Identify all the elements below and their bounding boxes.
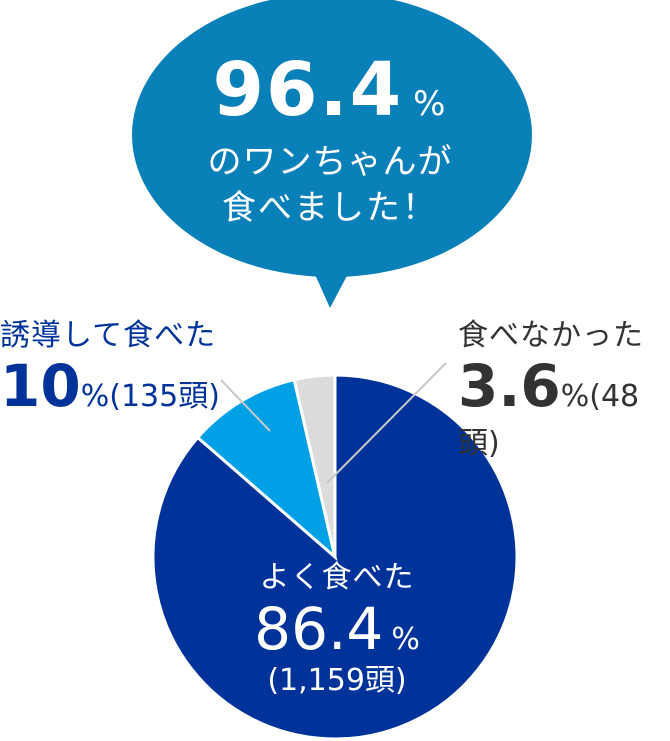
callout-line-1: のワンちゃんが (207, 142, 453, 182)
callout-line-2: 食べました！ (222, 188, 438, 228)
label-induced-title: 誘導して食べた (0, 318, 217, 353)
label-not-ate-unit: % (560, 379, 590, 414)
label-ate-well-title: よく食べた (259, 560, 415, 595)
leader-line-induced (220, 379, 271, 432)
label-induced-value: 10 (0, 352, 81, 420)
label-ate-well: よく食べた 86.4% (1,159頭) (222, 560, 452, 700)
slice-not-ate (292, 373, 337, 558)
label-ate-well-unit: % (391, 622, 420, 657)
label-not-ate-value: 3.6 (458, 352, 561, 420)
label-induced-count: (135頭) (109, 379, 220, 414)
label-induced-unit: % (80, 379, 110, 414)
label-not-ate-title: 食べなかった (458, 318, 644, 353)
callout-unit: % (413, 84, 448, 124)
label-not-ate-count: (48頭) (458, 379, 640, 461)
callout-value: 96.4 (212, 47, 404, 133)
label-ate-well-value: 86.4 (254, 595, 384, 663)
label-induced: 誘導して食べた 10%(135頭) (0, 318, 220, 418)
label-not-ate: 食べなかった 3.6%(48頭) (458, 318, 670, 462)
label-ate-well-count: (1,159頭) (267, 663, 407, 698)
callout-percentage: 96.4% (130, 50, 530, 144)
leader-line-not-ate (326, 362, 447, 484)
